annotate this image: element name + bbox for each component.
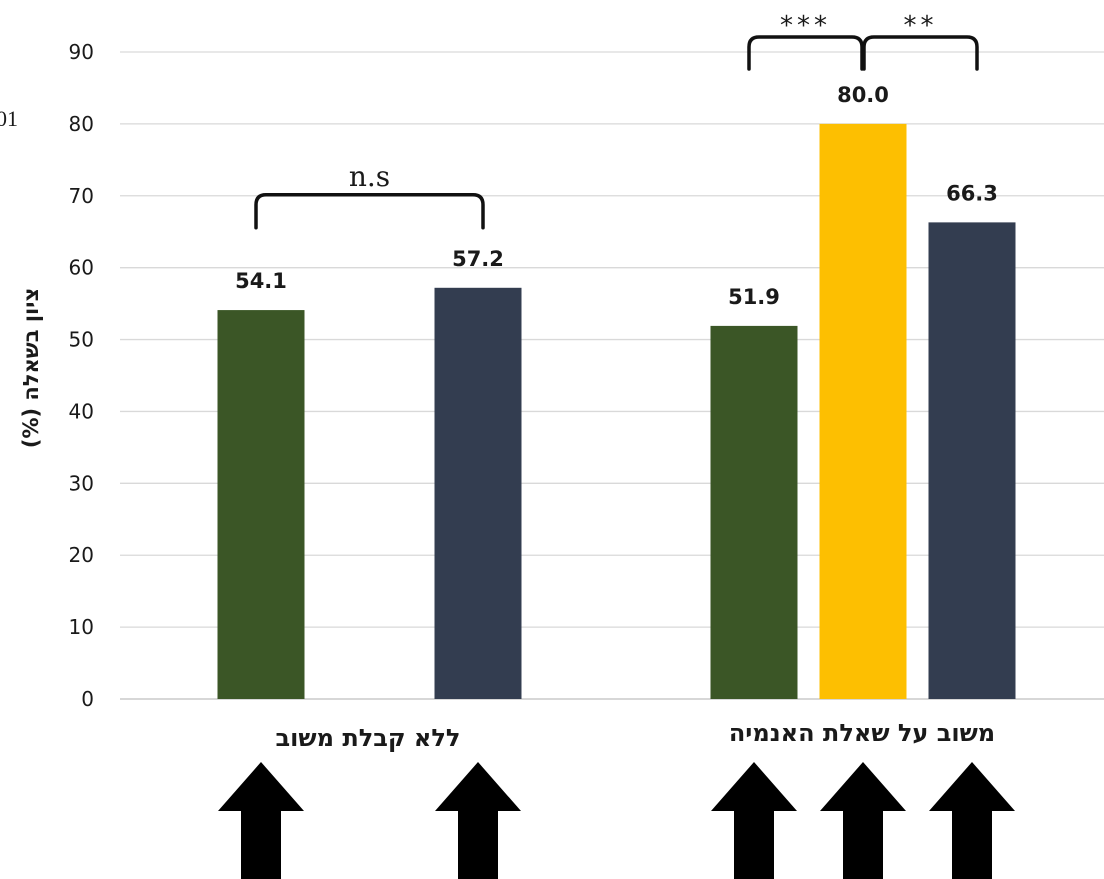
bar (710, 325, 798, 699)
bar (434, 287, 522, 699)
significance-label: ** (904, 11, 938, 41)
data-label: 57.2 (452, 247, 504, 271)
data-labels: 54.1 57.2 51.9 80.0 66.3 (235, 83, 998, 309)
y-axis-label: ציון בשאלה (%) (19, 288, 43, 448)
category-label-no-feedback: ללא קבלת משוב (276, 724, 461, 752)
data-label: 66.3 (946, 181, 998, 205)
up-arrow-icon (820, 762, 906, 879)
y-tick-label: 90 (69, 40, 94, 64)
significance-label: *** (780, 11, 831, 41)
up-arrow-icon (435, 762, 521, 879)
y-tick-label: 60 (69, 256, 94, 280)
up-arrow-icon (929, 762, 1015, 879)
y-tick-label: 10 (69, 615, 94, 639)
y-tick-label: 0 (81, 687, 94, 711)
y-tick-label: 50 (69, 328, 94, 352)
data-label: 54.1 (235, 269, 287, 293)
data-label: 51.9 (728, 285, 780, 309)
bar (217, 310, 305, 699)
y-axis-ticks: 0 10 20 30 40 50 60 70 80 90 (69, 40, 94, 711)
significance-bracket (254, 193, 485, 230)
data-label: 80.0 (837, 83, 889, 107)
y-tick-label: 70 (69, 184, 94, 208)
y-tick-label: 20 (69, 543, 94, 567)
y-tick-label: 40 (69, 399, 94, 423)
y-tick-label: 80 (69, 112, 94, 136)
up-arrow-icon (218, 762, 304, 879)
significance-label: n.s (349, 160, 390, 193)
category-label-anemia-feedback: משוב על שאלת האנמיה (729, 719, 995, 747)
up-arrow-icon (711, 762, 797, 879)
significance-brackets: n.s*** ** (254, 11, 979, 230)
clipped-text: 01 (0, 106, 18, 131)
arrows (218, 762, 1015, 879)
significance-bracket (747, 35, 864, 71)
bars (217, 123, 1016, 700)
y-tick-label: 30 (69, 471, 94, 495)
bar (928, 222, 1016, 700)
bar (819, 123, 907, 699)
significance-bracket (862, 35, 979, 71)
